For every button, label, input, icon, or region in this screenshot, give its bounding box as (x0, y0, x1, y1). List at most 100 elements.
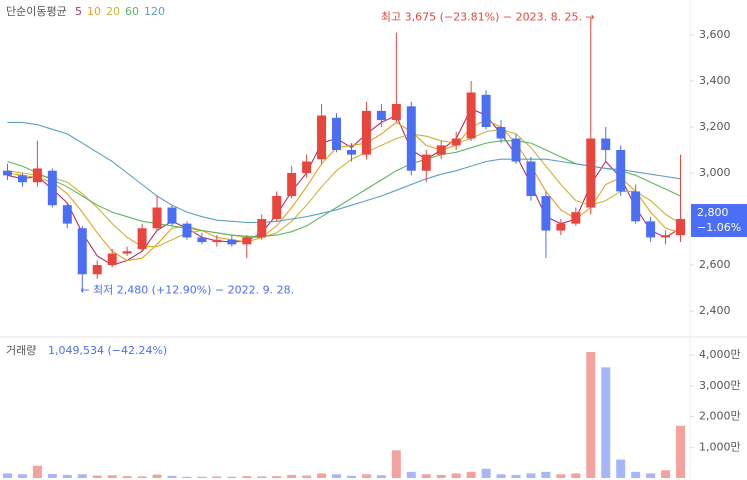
volume-bar (391, 450, 401, 478)
candle-body (272, 196, 282, 220)
volume-bar (436, 474, 446, 478)
candle-body (631, 191, 641, 222)
ma-line (7, 128, 681, 248)
low-annotation: ← 최저 2,480 (+12.90%) − 2022. 9. 28. (80, 284, 294, 297)
legend-entry: 5 (75, 5, 82, 18)
volume-bar (631, 471, 641, 478)
ma-line (7, 107, 681, 266)
volume-bar (526, 473, 536, 478)
volume-tick-label: 1,000만 (699, 440, 741, 453)
volume-bar (152, 474, 162, 478)
y-tick-label: 3,400 (699, 74, 731, 87)
legend-title: 단순이동평균 (6, 5, 67, 18)
candle-body (257, 219, 267, 238)
volume-bar (32, 465, 42, 478)
volume-bar (511, 474, 521, 478)
volume-bar (122, 476, 132, 478)
candle-body (227, 239, 237, 245)
price-tag-change: −1.06% (697, 221, 741, 234)
volume-bar (2, 473, 12, 478)
candle-body (77, 228, 87, 275)
ma-line (7, 121, 681, 224)
candle-body (466, 92, 476, 139)
volume-bar (376, 475, 386, 478)
candle-body (526, 161, 536, 197)
candle-body (451, 138, 461, 146)
volume-bar (571, 473, 581, 478)
volume-bar (17, 474, 27, 478)
candle-body (586, 138, 596, 208)
candle-body (661, 235, 671, 238)
high-annotation: 최고 3,675 (−23.81%) − 2023. 8. 25. → (381, 11, 595, 24)
volume-bar (601, 367, 611, 478)
volume-bar (137, 476, 147, 478)
candle-body (242, 237, 252, 245)
price-tag-label: 2,800 (697, 206, 729, 219)
volume-tick-label: 2,000만 (699, 410, 741, 423)
volume-bar (361, 474, 371, 478)
candle-body (137, 228, 147, 249)
ma-line (7, 119, 681, 262)
candle-body (421, 154, 431, 171)
volume-bar (197, 476, 207, 478)
legend-entry: 120 (144, 5, 165, 18)
volume-bar (182, 476, 192, 478)
legend-entry: 10 (87, 5, 101, 18)
volume-bar (332, 474, 342, 478)
candle-body (481, 94, 491, 128)
volume-summary: 1,049,534 (−42.24%) (48, 344, 167, 357)
candle-body (571, 212, 581, 224)
candle-body (676, 219, 686, 236)
candle-body (152, 207, 162, 229)
volume-tick-label: 4,000만 (699, 348, 741, 361)
y-tick-label: 3,000 (699, 166, 731, 179)
volume-bar (227, 476, 237, 478)
candle-body (92, 265, 102, 275)
volume-bar (556, 474, 566, 478)
volume-bar (62, 474, 72, 478)
volume-bar (242, 476, 252, 478)
candle-body (122, 251, 132, 254)
volume-bar (317, 473, 327, 478)
candle-body (197, 237, 207, 243)
volume-bar (421, 474, 431, 478)
candle-body (646, 221, 656, 238)
candle-body (302, 161, 312, 174)
candle-body (62, 205, 72, 224)
volume-bar (646, 473, 656, 478)
candle-body (346, 150, 356, 155)
candle-body (511, 138, 521, 162)
volume-title: 거래량 (6, 344, 36, 357)
volume-bar (496, 474, 506, 478)
legend-entry: 20 (106, 5, 120, 18)
candle-body (376, 110, 386, 121)
price-tag (691, 204, 747, 238)
volume-bar (77, 474, 87, 478)
y-tick-label: 3,200 (699, 120, 731, 133)
candle-body (601, 138, 611, 151)
volume-bar (302, 475, 312, 478)
candle-body (406, 106, 416, 171)
candle-body (496, 127, 506, 139)
y-tick-label: 2,600 (699, 258, 731, 271)
volume-bar (661, 470, 671, 478)
volume-bar (541, 471, 551, 478)
candle-body (287, 173, 297, 197)
volume-bar (466, 471, 476, 478)
y-tick-label: 2,400 (699, 304, 731, 317)
candle-body (182, 223, 192, 238)
candle-body (391, 103, 401, 121)
candle-body (167, 207, 177, 224)
candle-body (107, 253, 117, 266)
legend-entry: 60 (125, 5, 139, 18)
volume-bar (481, 468, 491, 478)
candle-body (212, 239, 222, 243)
volume-tick-label: 3,000만 (699, 379, 741, 392)
volume-bar (272, 476, 282, 478)
candle-body (332, 117, 342, 151)
volume-bar (107, 475, 117, 478)
candle-body (556, 223, 566, 231)
volume-bar (92, 475, 102, 478)
y-tick-label: 3,600 (699, 28, 731, 41)
